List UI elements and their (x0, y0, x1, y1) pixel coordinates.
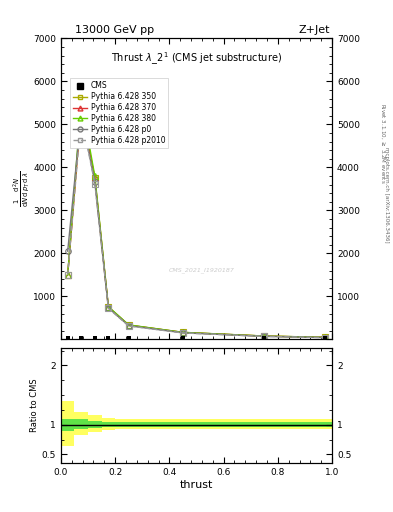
Point (64, 334, 71, 343)
Legend: CMS, Pythia 6.428 350, Pythia 6.428 370, Pythia 6.428 380, Pythia 6.428 p0, Pyth: CMS, Pythia 6.428 350, Pythia 6.428 370,… (70, 78, 169, 148)
Point (92, 334, 98, 343)
Point (261, 334, 267, 343)
X-axis label: thrust: thrust (180, 480, 213, 490)
Text: mcplots.cern.ch [arXiv:1306.3436]: mcplots.cern.ch [arXiv:1306.3436] (384, 147, 389, 242)
Point (78, 334, 84, 343)
Text: Z+Jet: Z+Jet (299, 25, 330, 35)
Text: 13000 GeV pp: 13000 GeV pp (75, 25, 154, 35)
Point (125, 334, 132, 343)
Y-axis label: Ratio to CMS: Ratio to CMS (30, 379, 39, 432)
Point (105, 334, 112, 343)
Y-axis label: $\frac{1}{\mathrm{d}N}\frac{\mathrm{d}^2N}{\mathrm{d}\,p_T\,\mathrm{d}\,\lambda}: $\frac{1}{\mathrm{d}N}\frac{\mathrm{d}^2… (11, 171, 32, 207)
Text: CMS_2021_I1920187: CMS_2021_I1920187 (169, 267, 235, 273)
Text: Rivet 3.1.10, $\geq$ 3.2M events: Rivet 3.1.10, $\geq$ 3.2M events (379, 103, 387, 184)
Text: Thrust $\lambda\_2^{\,1}$ (CMS jet substructure): Thrust $\lambda\_2^{\,1}$ (CMS jet subst… (111, 51, 282, 67)
Point (322, 334, 329, 343)
Point (180, 334, 186, 343)
